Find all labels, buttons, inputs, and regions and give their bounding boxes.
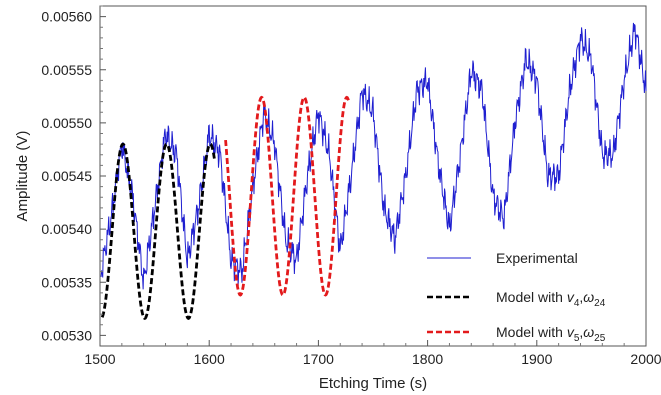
legend-subscript: 25 (594, 333, 606, 344)
x-tick-label: 1900 (521, 351, 552, 367)
x-axis: 1500 1600 1700 1800 1900 2000 (84, 340, 661, 367)
legend-subscript: 4 (574, 298, 580, 309)
x-tick-label: 1800 (412, 351, 443, 367)
legend-symbol-v: v (567, 324, 575, 340)
legend-comma: , (579, 324, 583, 340)
legend-text-prefix: Model with (496, 324, 567, 340)
x-tick-label: 1500 (84, 351, 115, 367)
x-tick-label: 1700 (303, 351, 334, 367)
y-tick-label: 0.00560 (41, 9, 92, 25)
y-tick-label: 0.00545 (41, 168, 92, 184)
legend-symbol-omega: ω (583, 324, 594, 340)
legend-symbol-omega: ω (583, 289, 594, 305)
y-axis: 0.00530 0.00535 0.00540 0.00545 0.00550 0.005… (41, 5, 106, 343)
legend-subscript: 24 (594, 298, 606, 309)
x-tick-label: 1600 (194, 351, 225, 367)
x-axis-label: Etching Time (s) (319, 375, 427, 392)
y-tick-label: 0.00540 (41, 221, 92, 237)
legend-text-prefix: Model with (496, 289, 567, 305)
series-model-v4 (100, 142, 217, 320)
legend-symbol-v: v (567, 289, 575, 305)
legend-label-experimental: Experimental (496, 250, 578, 266)
series-model-v5 (224, 95, 351, 297)
x-tick-label: 2000 (630, 351, 661, 367)
legend: Experimental Model with v4,ω24 Model wit… (427, 250, 606, 344)
y-axis-label: Amplitude (V) (14, 131, 31, 222)
y-tick-label: 0.00550 (41, 115, 92, 131)
legend-subscript: 5 (574, 333, 580, 344)
legend-label-model-v4: Model with v4,ω24 (496, 289, 606, 309)
y-tick-label: 0.00530 (41, 327, 92, 343)
series-experimental (100, 22, 647, 290)
legend-label-model-v5: Model with v5,ω25 (496, 324, 606, 344)
legend-comma: , (579, 289, 583, 305)
y-tick-label: 0.00555 (41, 62, 92, 78)
y-tick-label: 0.00535 (41, 274, 92, 290)
plot-area (100, 22, 647, 320)
